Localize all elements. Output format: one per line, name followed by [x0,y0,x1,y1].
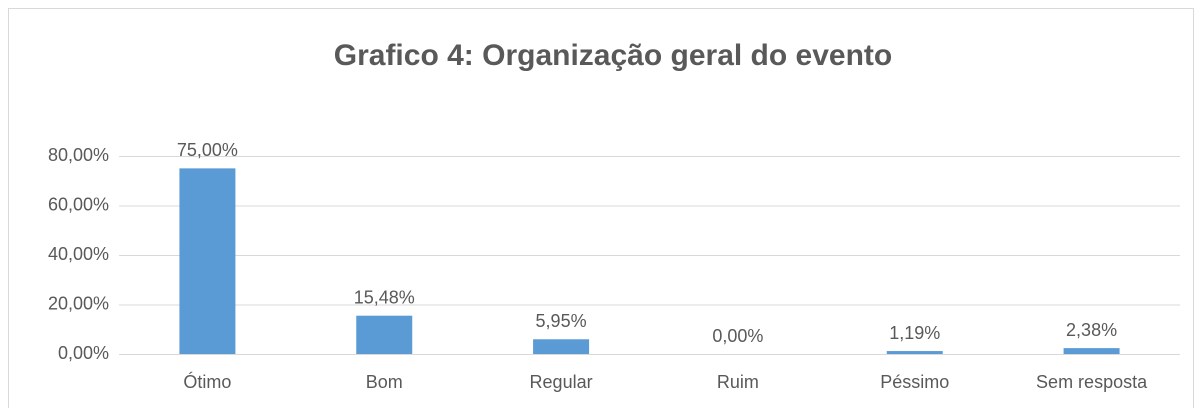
x-tick-label: Ruim [717,372,759,392]
bar [1063,348,1120,354]
data-label: 1,19% [889,323,940,343]
data-label: 0,00% [712,326,763,346]
x-tick-label: Péssimo [880,372,949,392]
y-tick-label: 80,00% [48,145,109,165]
bar [356,315,413,354]
data-label: 2,38% [1066,320,1117,340]
y-tick-label: 0,00% [58,343,109,363]
x-tick-label: Sem resposta [1036,372,1148,392]
data-label: 5,95% [536,311,587,331]
y-tick-label: 40,00% [48,244,109,264]
data-label: 15,48% [354,287,415,307]
data-label: 75,00% [177,140,238,160]
x-tick-label: Ótimo [183,371,231,392]
y-tick-label: 20,00% [48,293,109,313]
x-tick-label: Regular [530,372,593,392]
bar [886,351,943,354]
x-tick-label: Bom [366,372,403,392]
y-tick-label: 60,00% [48,194,109,214]
bar [533,339,590,354]
bar [179,168,236,354]
chart-title: Grafico 4: Organização geral do evento [334,39,893,72]
